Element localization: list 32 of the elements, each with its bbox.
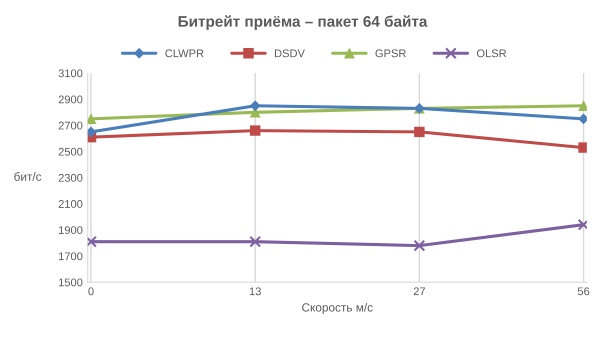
y-tick-label: 2700: [58, 122, 82, 130]
point: [88, 126, 96, 138]
y-tick-label: 1900: [58, 226, 82, 234]
y-axis-title: бит/с: [14, 172, 42, 181]
legend-label: DSDV: [274, 49, 305, 58]
point: [578, 218, 587, 231]
point: [578, 114, 587, 124]
point: [413, 240, 426, 252]
legend-label: CLWPR: [165, 49, 204, 58]
x-tick-label: 0: [88, 287, 94, 296]
y-tick-label: 2100: [58, 200, 82, 208]
point: [250, 100, 260, 112]
point: [88, 236, 97, 248]
y-tick-label: 2500: [58, 148, 82, 156]
x-tick-label: 27: [414, 287, 426, 296]
point: [578, 100, 587, 111]
point: [414, 126, 425, 138]
x-tick-label: 56: [578, 287, 590, 296]
chart-title: Битрейт приёма – пакет 64 байта: [178, 15, 428, 30]
y-tick-label: 3100: [58, 69, 82, 78]
y-tick-label: 1700: [58, 252, 82, 260]
x-axis-title: Скорость м/с: [302, 302, 373, 314]
legend-label: OLSR: [476, 49, 506, 58]
y-tick-label: 2900: [58, 96, 82, 104]
point: [249, 236, 262, 248]
point: [250, 125, 260, 136]
point: [578, 142, 587, 153]
legend-label: GPSR: [375, 49, 406, 58]
x-tick-label: 13: [250, 287, 261, 296]
y-tick-label: 1500: [58, 278, 82, 286]
y-tick-label: 2300: [58, 174, 82, 182]
point: [88, 114, 96, 124]
